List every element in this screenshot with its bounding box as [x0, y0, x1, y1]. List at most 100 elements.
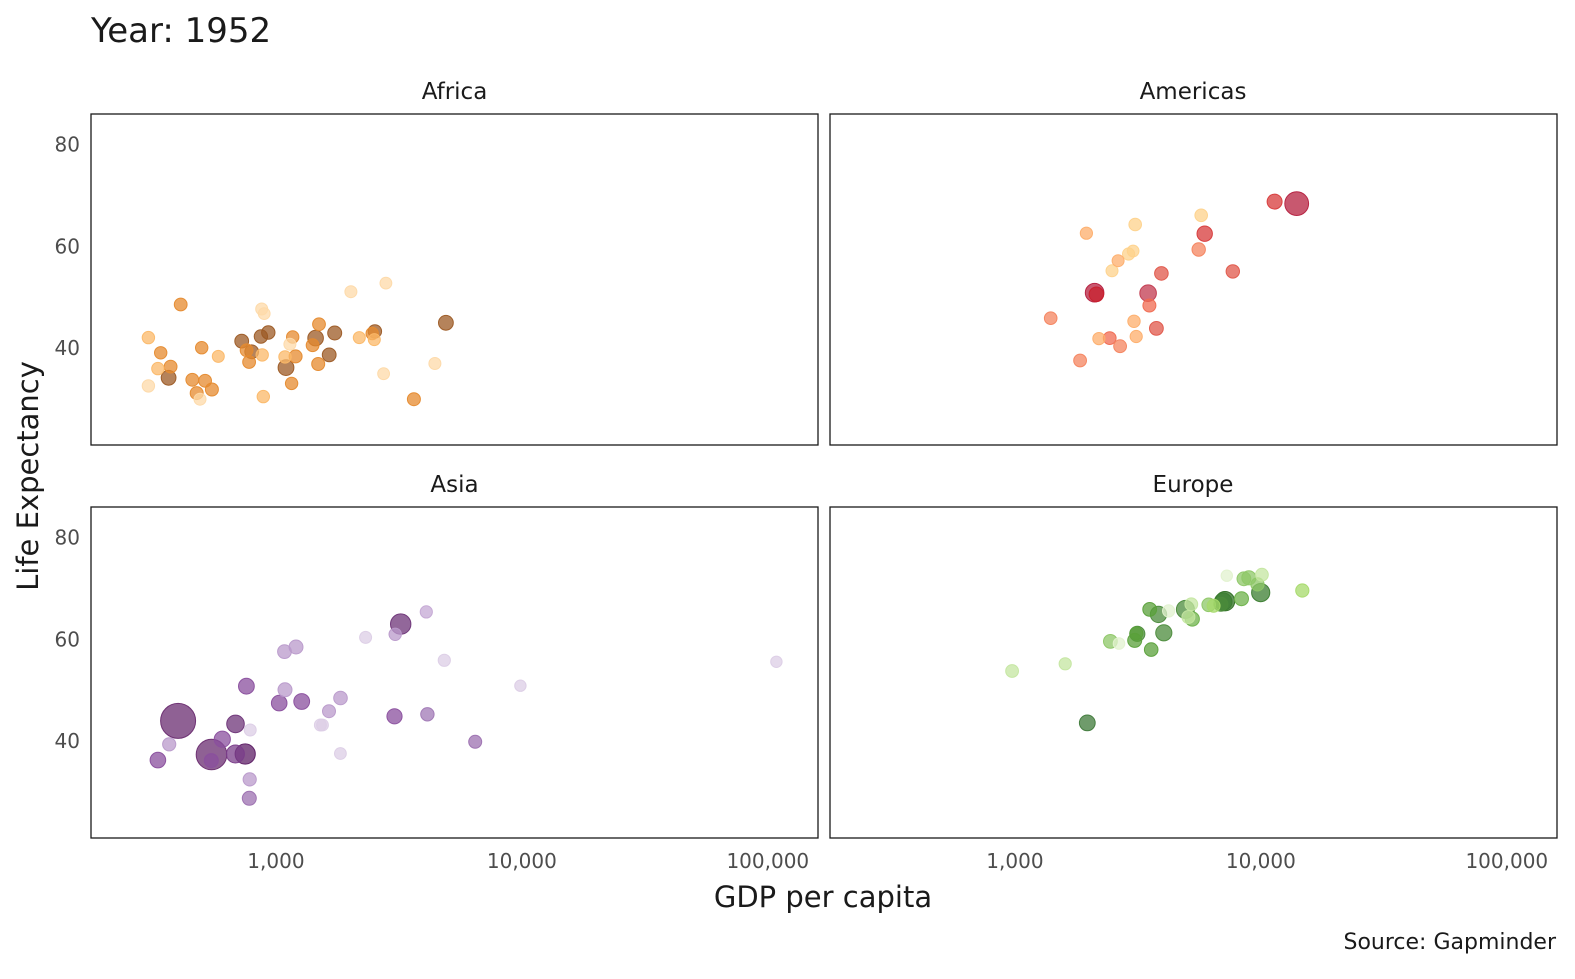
- data-point-americas: [1126, 244, 1140, 258]
- x-tick-label: 1,000: [247, 849, 304, 873]
- data-point-asia: [316, 718, 329, 732]
- panel-border: [829, 113, 1558, 446]
- data-point-africa: [344, 285, 358, 299]
- data-point-asia: [226, 714, 245, 734]
- y-axis-title: Life Expectancy: [11, 361, 45, 591]
- data-point-americas: [1142, 298, 1157, 313]
- data-point-asia: [160, 702, 197, 739]
- data-point-africa: [428, 357, 442, 370]
- data-point-africa: [438, 314, 454, 331]
- data-point-africa: [173, 297, 188, 312]
- data-point-africa: [261, 325, 276, 340]
- data-point-asia: [770, 655, 783, 668]
- data-point-asia: [203, 753, 219, 769]
- data-point-asia: [359, 630, 373, 644]
- data-point-americas: [1191, 242, 1206, 257]
- data-point-asia: [238, 677, 255, 695]
- data-point-europe: [1155, 624, 1173, 642]
- y-tick-label: 60: [55, 234, 80, 258]
- panel-africa: [90, 113, 819, 446]
- data-point-africa: [193, 392, 207, 406]
- data-point-europe: [1058, 657, 1072, 671]
- data-point-asia: [270, 694, 288, 712]
- data-point-asia: [333, 690, 348, 706]
- data-point-asia: [241, 790, 257, 806]
- y-tick-label: 40: [55, 336, 80, 360]
- data-point-americas: [1196, 225, 1213, 242]
- data-point-africa: [312, 317, 326, 332]
- facet-label-africa: Africa: [422, 79, 488, 105]
- data-point-europe: [1005, 664, 1019, 678]
- data-point-asia: [388, 627, 402, 641]
- data-point-africa: [141, 379, 156, 393]
- data-point-africa: [311, 357, 326, 371]
- y-tick-label: 60: [55, 627, 80, 651]
- data-point-americas: [1111, 254, 1125, 268]
- data-point-africa: [141, 330, 156, 345]
- facet-label-asia: Asia: [430, 472, 478, 498]
- data-point-africa: [284, 376, 299, 391]
- data-point-asia: [213, 730, 231, 748]
- data-point-europe: [1181, 610, 1196, 624]
- data-point-europe: [1143, 642, 1159, 657]
- data-point-asia: [322, 704, 336, 719]
- y-tick-label: 80: [55, 133, 80, 157]
- data-point-europe: [1255, 567, 1269, 582]
- data-point-africa: [327, 325, 343, 341]
- data-point-americas: [1043, 311, 1058, 326]
- data-point-europe: [1220, 569, 1234, 582]
- data-point-asia: [162, 737, 177, 752]
- data-point-africa: [198, 373, 213, 388]
- data-point-africa: [305, 338, 320, 353]
- data-point-americas: [1266, 193, 1283, 210]
- data-point-africa: [278, 350, 292, 364]
- chart-caption: Source: Gapminder: [1344, 930, 1557, 955]
- data-point-americas: [1128, 217, 1142, 232]
- panel-asia: [90, 506, 819, 839]
- data-point-asia: [437, 653, 451, 667]
- data-point-europe: [1234, 591, 1249, 607]
- data-point-africa: [256, 389, 270, 404]
- data-point-africa: [283, 337, 297, 351]
- data-point-europe: [1206, 598, 1221, 613]
- data-point-africa: [239, 343, 254, 358]
- data-point-americas: [1149, 321, 1164, 336]
- data-point-asia: [468, 734, 483, 749]
- y-tick-label: 80: [55, 526, 80, 550]
- x-tick-label: 100,000: [726, 849, 809, 873]
- data-point-americas: [1092, 332, 1106, 346]
- data-point-asia: [225, 744, 245, 764]
- data-point-africa: [154, 346, 168, 360]
- data-point-africa: [367, 333, 381, 347]
- data-point-europe: [1112, 637, 1126, 650]
- panel-border: [90, 506, 819, 839]
- data-point-americas: [1154, 266, 1169, 281]
- data-point-africa: [242, 355, 257, 369]
- data-point-africa: [406, 392, 421, 407]
- data-point-americas: [1129, 329, 1143, 344]
- data-point-americas: [1225, 264, 1241, 279]
- data-point-europe: [1129, 626, 1144, 641]
- data-point-asia: [420, 707, 435, 722]
- y-tick-label: 40: [55, 729, 80, 753]
- data-point-asia: [293, 693, 311, 710]
- x-tick-label: 100,000: [1465, 849, 1548, 873]
- panel-border: [829, 506, 1558, 839]
- data-point-africa: [255, 348, 269, 362]
- data-point-europe: [1184, 597, 1199, 612]
- data-point-africa: [379, 276, 393, 290]
- data-point-asia: [419, 605, 433, 619]
- data-point-africa: [163, 359, 178, 374]
- data-point-americas: [1079, 226, 1094, 240]
- facet-label-americas: Americas: [1140, 79, 1247, 105]
- data-point-asia: [277, 682, 293, 698]
- data-point-europe: [1295, 583, 1310, 598]
- data-point-africa: [211, 349, 225, 363]
- data-point-asia: [514, 679, 527, 692]
- data-point-asia: [149, 751, 167, 769]
- x-tick-label: 10,000: [1226, 849, 1296, 873]
- data-point-europe: [1142, 602, 1158, 617]
- panel-europe: [829, 506, 1558, 839]
- data-point-africa: [185, 372, 200, 387]
